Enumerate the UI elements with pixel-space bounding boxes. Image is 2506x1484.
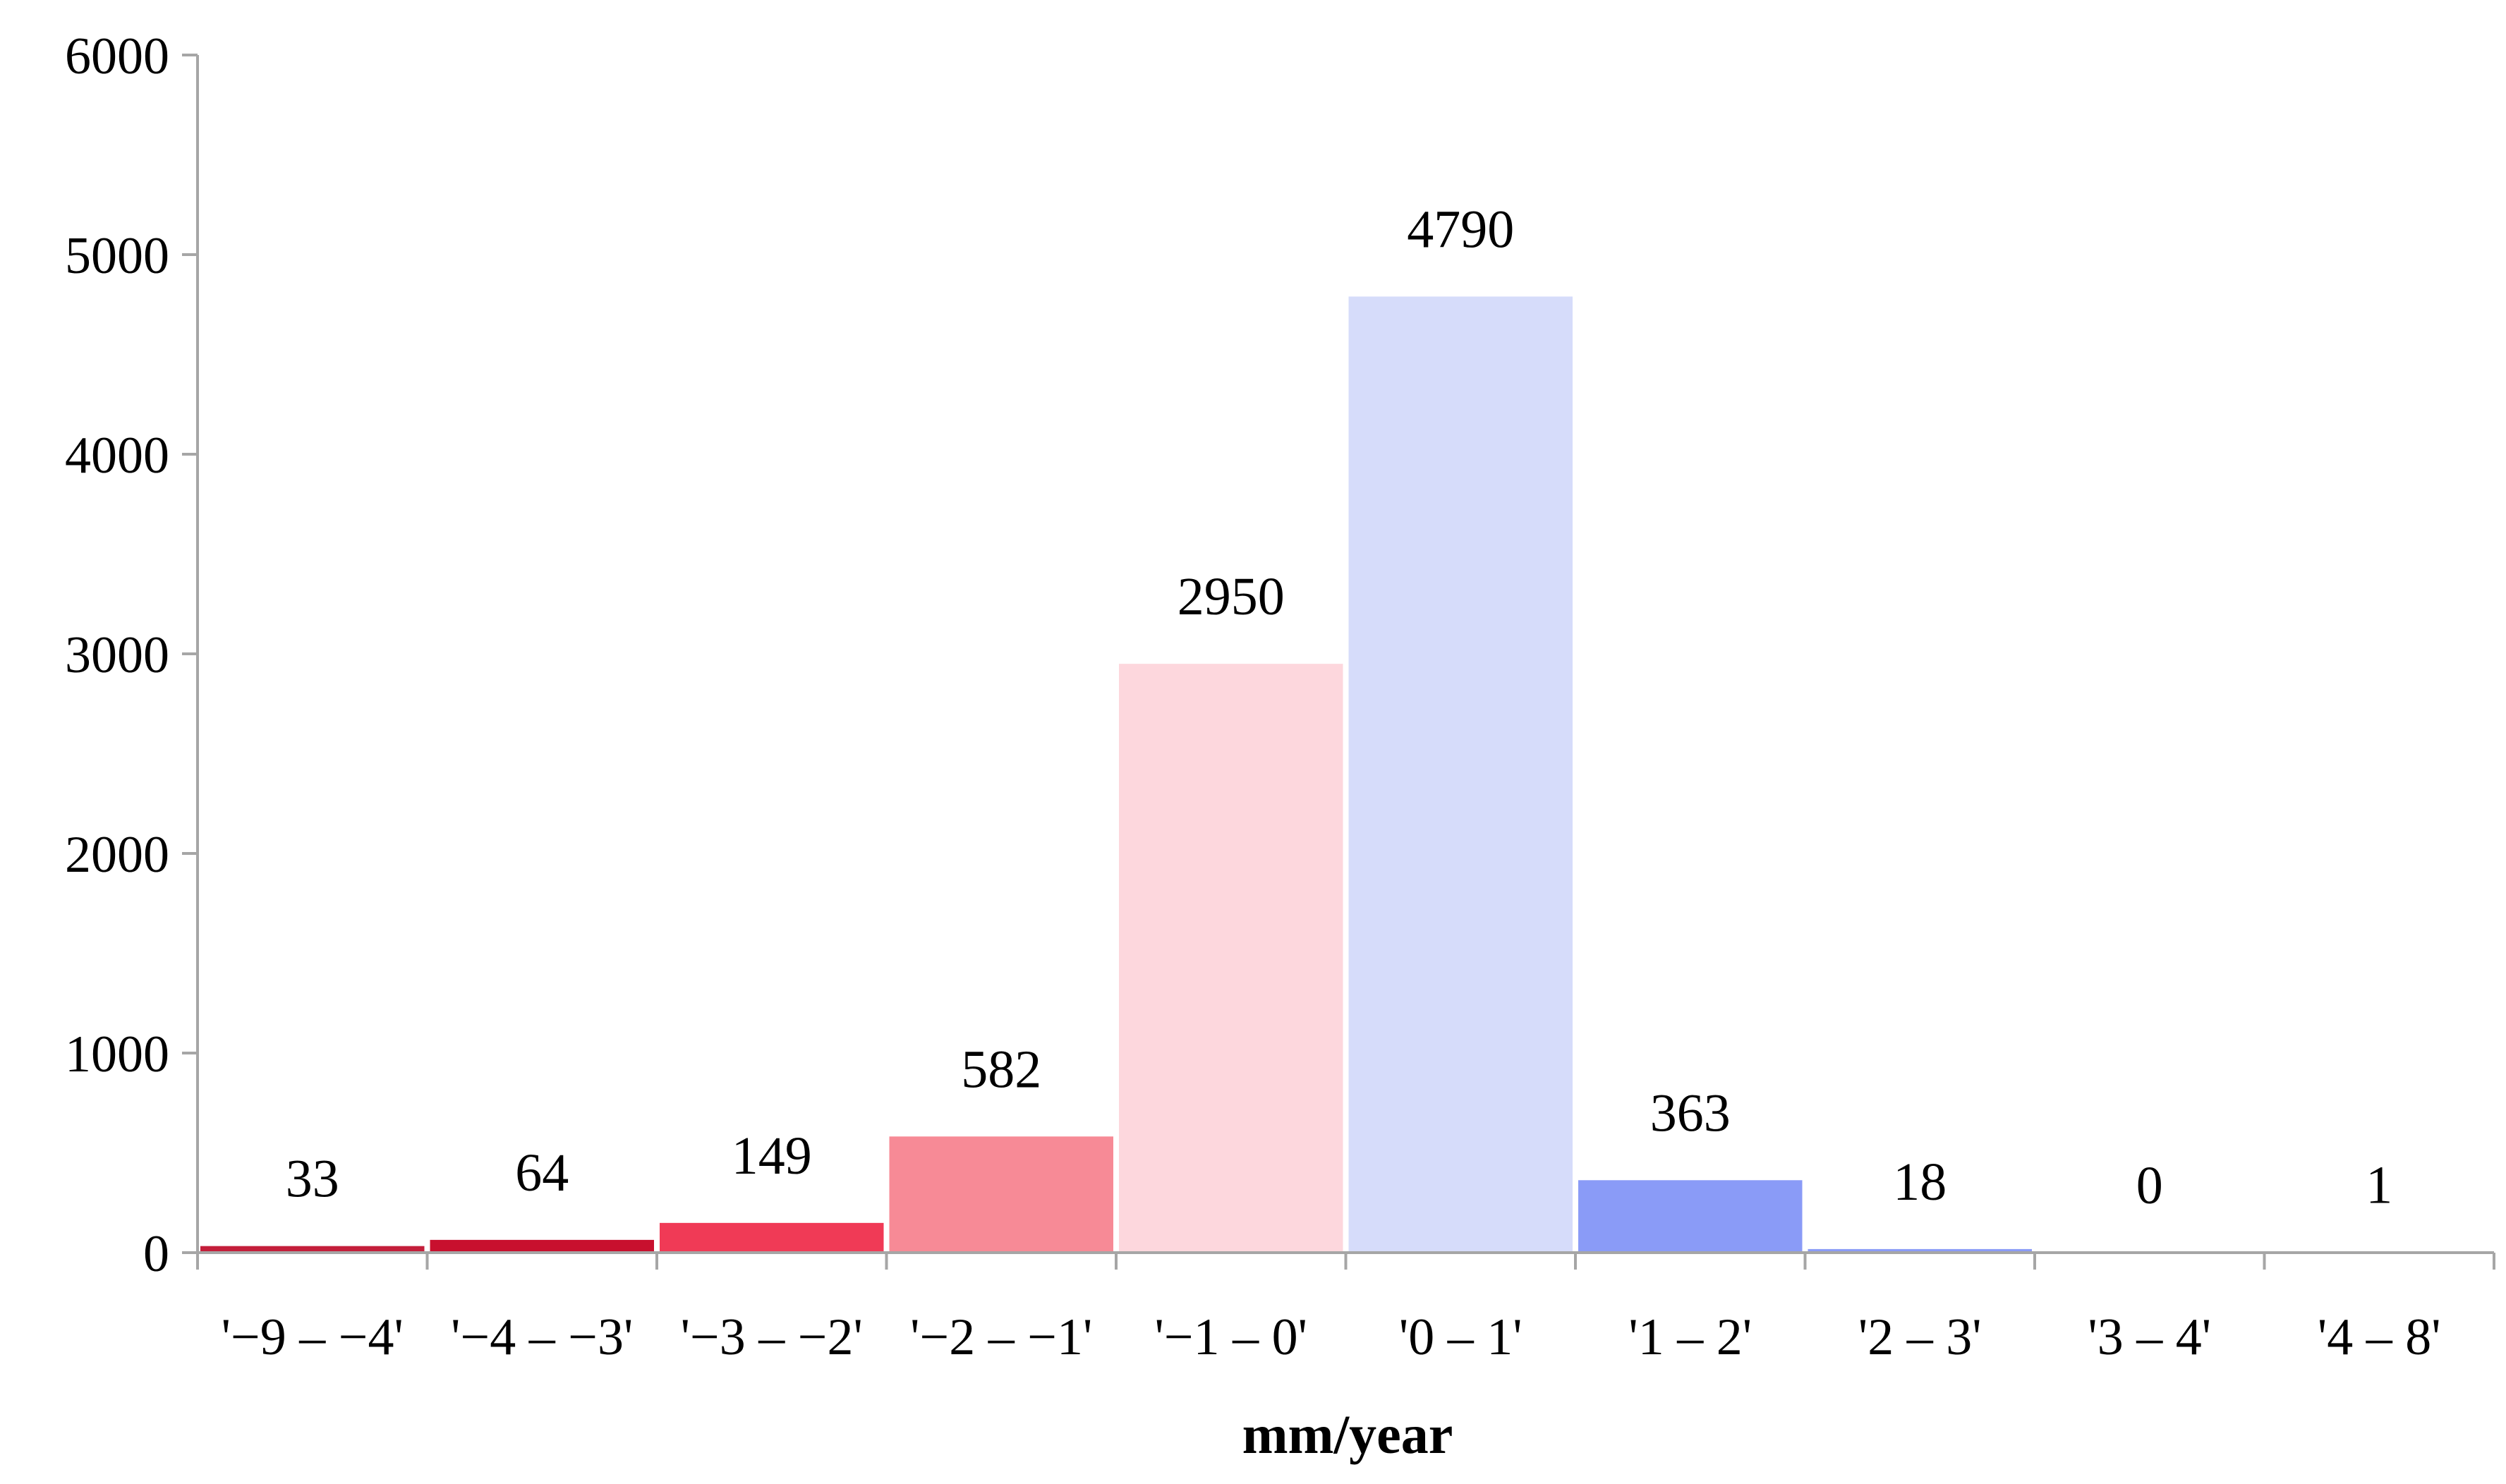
data-label: 18 (1893, 1152, 1947, 1212)
data-label: 2950 (1178, 567, 1285, 626)
y-tick-label: 3000 (65, 626, 169, 684)
bar (1578, 1180, 1803, 1253)
data-label: 33 (286, 1150, 339, 1209)
bar (1119, 664, 1343, 1253)
data-label: 0 (2136, 1156, 2163, 1215)
x-tick-label: '−3 – −2' (681, 1308, 863, 1366)
data-label: 4790 (1407, 200, 1514, 259)
bar (430, 1239, 654, 1253)
data-label: 64 (515, 1143, 569, 1203)
data-label: 582 (961, 1040, 1041, 1099)
x-axis-title: mm/year (1242, 1404, 1453, 1465)
y-tick-label: 1000 (65, 1026, 169, 1083)
x-tick-label: '0 – 1' (1399, 1308, 1523, 1366)
bar (1348, 296, 1573, 1253)
x-tick-label: '−9 – −4' (222, 1308, 404, 1366)
bar (660, 1222, 884, 1253)
x-tick-label: '1 – 2' (1628, 1308, 1752, 1366)
x-tick-label: '4 – 8' (2318, 1308, 2441, 1366)
bar (889, 1136, 1113, 1253)
x-tick-label: '−4 – −3' (451, 1308, 633, 1366)
bar (1808, 1248, 2032, 1253)
bar (200, 1246, 425, 1253)
y-tick-label: 2000 (65, 826, 169, 884)
y-tick-label: 6000 (65, 28, 169, 85)
x-tick-label: '−2 – −1' (910, 1308, 1092, 1366)
x-tick-label: '3 – 4' (2088, 1308, 2211, 1366)
y-tick-label: 5000 (65, 227, 169, 285)
x-tick-label: '2 – 3' (1858, 1308, 1982, 1366)
y-tick-label: 4000 (65, 427, 169, 485)
x-tick-label: '−1 – 0' (1155, 1308, 1307, 1366)
data-label: 149 (732, 1126, 812, 1186)
data-label: 363 (1650, 1083, 1731, 1143)
y-tick-label: 0 (143, 1225, 169, 1283)
data-label: 1 (2366, 1156, 2392, 1215)
